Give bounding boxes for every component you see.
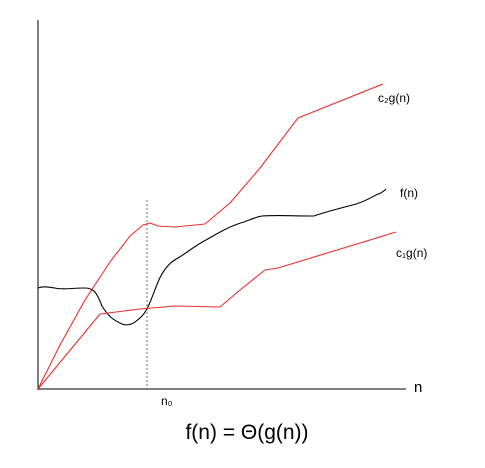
theta-caption: f(n) = Θ(g(n)) — [185, 421, 308, 444]
lower-bound-label: c₁g(n) — [396, 246, 427, 260]
upper-bound-curve — [37, 83, 384, 390]
upper-bound-label: c₂g(n) — [378, 91, 410, 105]
lower-bound-curve — [37, 231, 397, 390]
x-axis-label: n — [414, 379, 422, 396]
function-curve — [37, 188, 387, 326]
function-label: f(n) — [400, 186, 418, 200]
n0-label: n₀ — [161, 394, 173, 408]
